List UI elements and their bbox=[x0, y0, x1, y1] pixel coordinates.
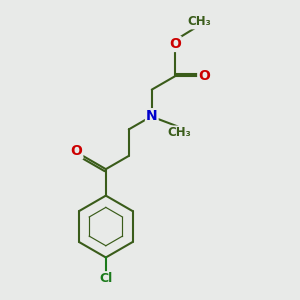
Text: N: N bbox=[146, 109, 158, 123]
Text: O: O bbox=[169, 37, 181, 51]
Text: O: O bbox=[198, 69, 210, 83]
Text: CH₃: CH₃ bbox=[167, 126, 191, 140]
Text: CH₃: CH₃ bbox=[187, 15, 211, 28]
Text: Cl: Cl bbox=[99, 272, 112, 285]
Text: O: O bbox=[70, 145, 82, 158]
